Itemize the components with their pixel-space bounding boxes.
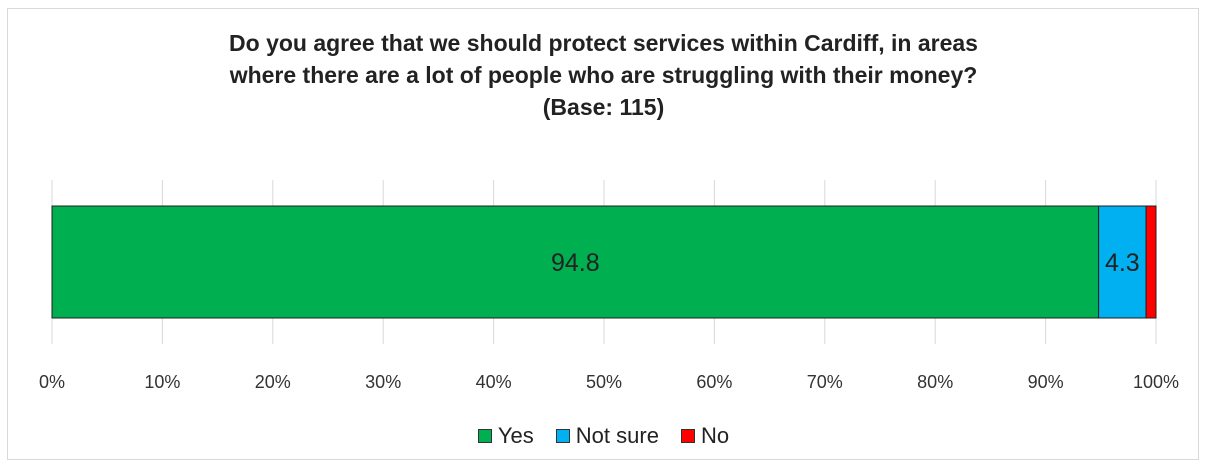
chart-title: Do you agree that we should protect serv… bbox=[0, 27, 1207, 123]
chart-title-line-1: Do you agree that we should protect serv… bbox=[229, 30, 978, 56]
legend-item-yes: Yes bbox=[477, 423, 534, 449]
x-tick-label-0: 0% bbox=[39, 372, 65, 392]
chart-title-line-2: where there are a lot of people who are … bbox=[229, 62, 978, 88]
bar-segment-no bbox=[1145, 205, 1157, 319]
x-tick-label-7: 70% bbox=[807, 372, 843, 392]
legend-item-no: No bbox=[680, 423, 730, 449]
x-tick-label-1: 10% bbox=[144, 372, 180, 392]
x-tick-label-4: 40% bbox=[476, 372, 512, 392]
legend-swatch-no bbox=[680, 429, 695, 443]
x-tick-label-2: 20% bbox=[255, 372, 291, 392]
chart-title-line-3: (Base: 115) bbox=[542, 94, 665, 120]
data-label-yes: 94.8 bbox=[551, 249, 600, 277]
x-tick-label-10: 100% bbox=[1133, 372, 1179, 392]
legend-label-yes: Yes bbox=[497, 423, 534, 448]
data-label-not-sure: 4.3 bbox=[1105, 249, 1140, 277]
x-tick-label-5: 50% bbox=[586, 372, 622, 392]
x-tick-label-8: 80% bbox=[917, 372, 953, 392]
legend-swatch-not-sure bbox=[555, 429, 570, 443]
x-tick-label-9: 90% bbox=[1028, 372, 1064, 392]
legend-swatch-yes bbox=[477, 429, 492, 443]
x-tick-label-6: 60% bbox=[696, 372, 732, 392]
bar-segment-not-sure bbox=[1098, 205, 1147, 319]
legend-item-not-sure: Not sure bbox=[555, 423, 659, 449]
legend-label-not-sure: Not sure bbox=[575, 423, 659, 448]
legend-label-no: No bbox=[700, 423, 730, 448]
legend: Yes Not sure No bbox=[0, 423, 1207, 449]
bar-segment-yes bbox=[51, 205, 1100, 319]
x-tick-label-3: 30% bbox=[365, 372, 401, 392]
